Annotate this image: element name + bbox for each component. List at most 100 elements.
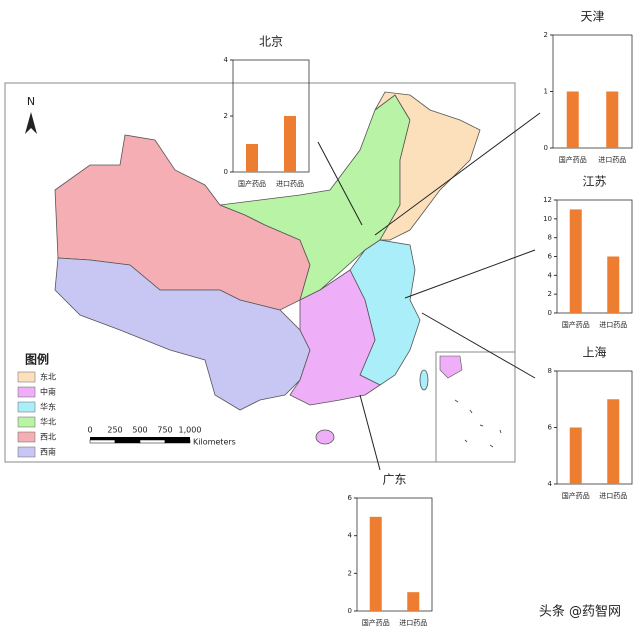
scale-label: 250 <box>107 426 122 435</box>
legend-swatch <box>17 431 36 443</box>
chart-title: 江苏 <box>582 175 606 189</box>
bar <box>566 91 579 148</box>
scale-segment <box>89 439 116 444</box>
north-arrow <box>25 112 37 134</box>
chart-title: 北京 <box>259 35 283 49</box>
scale-segment <box>90 437 115 440</box>
bar <box>246 144 258 172</box>
bar <box>569 427 582 484</box>
y-tick-label: 12 <box>543 196 552 204</box>
x-tick-label: 国产药品 <box>559 155 587 164</box>
map <box>54 91 481 445</box>
bar <box>284 116 296 172</box>
y-tick-label: 8 <box>548 234 552 242</box>
y-tick-label: 4 <box>548 480 553 488</box>
region <box>315 429 335 445</box>
y-tick-label: 0 <box>548 309 552 317</box>
scale-segment <box>165 437 190 440</box>
bar-chart: 广东 0 2 4 6 国产药品 进口药品 <box>348 473 433 627</box>
scale-label: 1,000 <box>179 426 202 435</box>
legend-swatch <box>17 401 36 413</box>
region <box>54 257 311 411</box>
legend-label: 华东 <box>40 402 56 412</box>
legend-swatch <box>17 446 36 458</box>
x-tick-label: 进口药品 <box>598 155 626 164</box>
y-tick-label: 6 <box>548 253 553 261</box>
chart-title: 广东 <box>382 473 406 487</box>
legend-swatch <box>17 386 36 398</box>
scale-label: 750 <box>157 426 172 435</box>
bar <box>607 256 620 313</box>
region <box>419 369 429 391</box>
y-tick-label: 4 <box>548 271 553 279</box>
scale-label: 0 <box>87 426 92 435</box>
region <box>374 91 481 241</box>
y-tick-label: 1 <box>544 88 548 96</box>
y-tick-label: 2 <box>348 569 352 577</box>
watermark: 头条 @药智网 <box>539 604 621 620</box>
x-tick-label: 国产药品 <box>562 320 590 329</box>
plot-frame <box>356 497 433 612</box>
x-tick-label: 进口药品 <box>276 179 304 188</box>
bar <box>407 592 420 611</box>
scale-segment <box>114 439 141 444</box>
plot-frame <box>556 199 633 314</box>
bar-chart: 北京 0 2 4 国产药品 进口药品 <box>224 35 310 188</box>
y-tick-label: 10 <box>543 215 552 223</box>
y-tick-label: 6 <box>348 494 353 502</box>
plot-frame <box>556 370 633 485</box>
inset-frame <box>435 351 516 463</box>
y-tick-label: 4 <box>348 532 353 540</box>
bar-chart: 江苏 0 2 4 6 8 10 12 国产药品 进口药品 <box>543 175 633 329</box>
y-tick-label: 2 <box>224 112 228 120</box>
leader-line <box>317 141 363 226</box>
scale-unit: Kilometers <box>193 438 236 447</box>
y-tick-label: 6 <box>548 424 553 432</box>
scale-segment <box>140 437 165 440</box>
bar <box>569 209 582 313</box>
legend-label: 西南 <box>40 447 56 457</box>
north-label: N <box>27 95 35 108</box>
bar-chart: 天津 0 1 2 国产药品 进口药品 <box>544 10 633 164</box>
bar <box>607 399 620 484</box>
scale-bar: 0 250 500 750 1,000 <box>87 426 201 444</box>
islands <box>454 399 502 448</box>
inset-region <box>439 355 463 379</box>
leader-line <box>421 312 536 379</box>
y-tick-label: 8 <box>548 367 552 375</box>
x-tick-label: 进口药品 <box>399 618 427 627</box>
leader-line <box>404 249 536 299</box>
chart-title: 天津 <box>580 10 604 24</box>
x-tick-label: 进口药品 <box>599 320 627 329</box>
bar-chart: 上海 4 6 8 国产药品 进口药品 <box>548 345 633 500</box>
x-tick-label: 国产药品 <box>562 491 590 500</box>
scale-label: 500 <box>132 426 147 435</box>
x-tick-label: 国产药品 <box>238 179 266 188</box>
y-tick-label: 2 <box>544 31 548 39</box>
legend-label: 中南 <box>40 387 56 397</box>
scale-segment <box>115 437 140 440</box>
legend-swatch <box>17 416 36 428</box>
legend-label: 华北 <box>40 417 56 427</box>
legend-label: 西北 <box>40 433 56 442</box>
y-tick-label: 0 <box>348 607 352 615</box>
scale-segment <box>164 439 191 444</box>
chart-title: 上海 <box>582 345 606 360</box>
legend-swatch <box>17 371 36 383</box>
bar <box>369 516 382 611</box>
region <box>289 269 381 406</box>
legend-title: 图例 <box>25 352 49 367</box>
y-tick-label: 2 <box>548 290 552 298</box>
x-tick-label: 进口药品 <box>599 491 627 500</box>
bar <box>606 91 619 148</box>
legend-label: 东北 <box>40 372 56 382</box>
leader-lines <box>317 112 541 471</box>
y-tick-label: 0 <box>224 168 228 176</box>
plot-frame <box>552 34 633 149</box>
y-tick-label: 4 <box>224 56 229 64</box>
y-tick-label: 0 <box>544 144 548 152</box>
leader-line <box>359 394 381 471</box>
x-tick-label: 国产药品 <box>362 618 390 627</box>
